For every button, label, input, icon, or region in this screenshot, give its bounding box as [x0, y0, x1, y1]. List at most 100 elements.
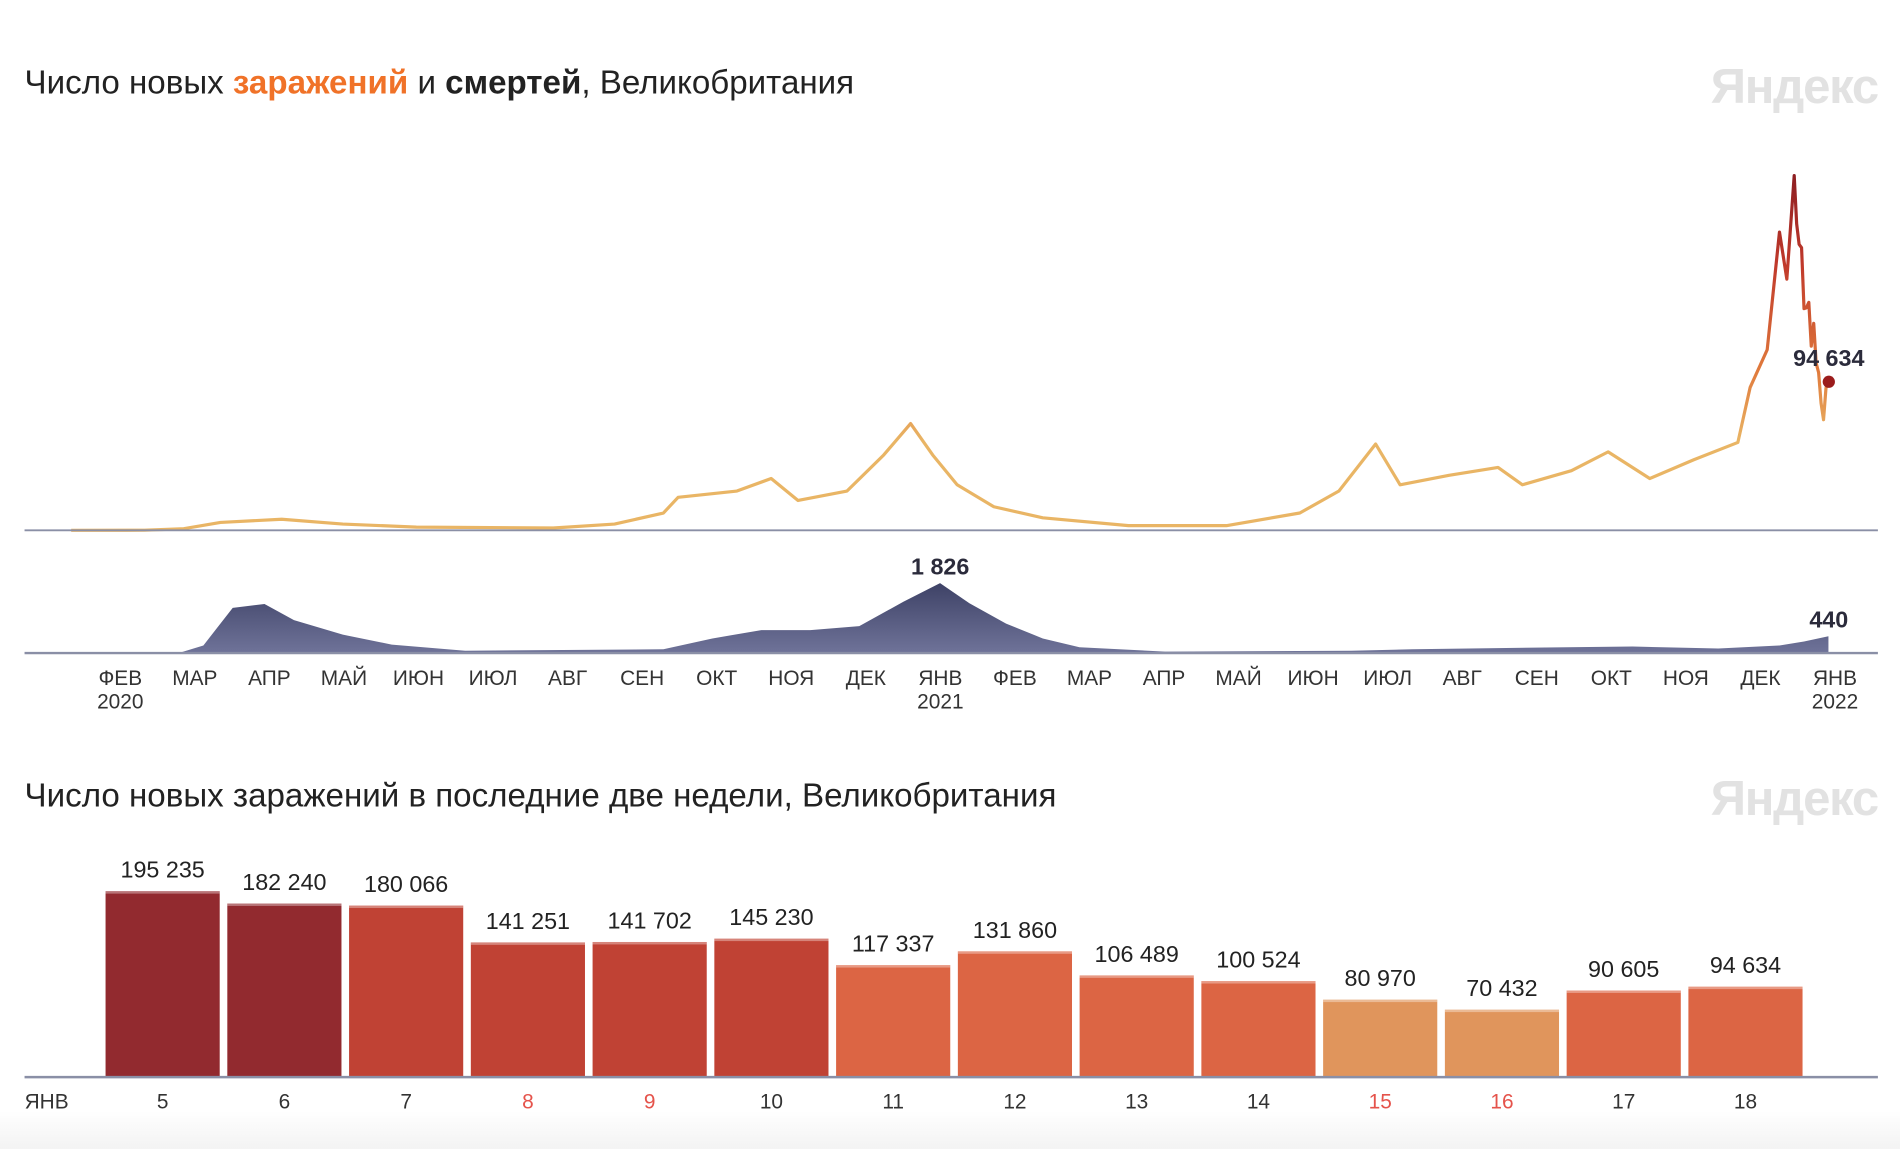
bar-highlight	[714, 938, 829, 942]
bar	[1688, 986, 1803, 1077]
x-tick-month: ДЕК	[846, 667, 887, 690]
bar-category-label: 8	[522, 1090, 534, 1113]
deaths-series	[71, 583, 1829, 654]
bar	[470, 942, 585, 1077]
bar-highlight	[1444, 1009, 1560, 1013]
deaths-peak-label: 1 826	[911, 554, 969, 580]
bar-value-label: 145 230	[729, 904, 813, 930]
title-prefix: Число новых	[25, 64, 233, 101]
x-tick-month: ЯНВ	[1813, 667, 1857, 690]
bar-highlight	[957, 951, 1073, 954]
x-tick-month: АПР	[248, 667, 291, 690]
x-tick-year: 2020	[97, 690, 143, 713]
bar	[1323, 999, 1438, 1077]
cases-last-point	[1822, 375, 1835, 388]
deaths-last-label: 440	[1809, 606, 1848, 632]
cases-series	[71, 174, 1830, 532]
bar-category-label: 7	[400, 1090, 412, 1113]
x-tick-month: АВГ	[548, 667, 587, 690]
bar	[227, 903, 342, 1077]
x-tick-month: ИЮН	[393, 667, 444, 690]
yandex-logo-2: Яндекс	[1711, 772, 1878, 826]
bar-highlight	[592, 941, 707, 945]
x-tick-year: 2022	[1812, 690, 1858, 713]
bar-highlight	[227, 903, 342, 906]
bar-category-label: 17	[1612, 1090, 1635, 1113]
bar-highlight	[1566, 990, 1681, 993]
bar-highlight	[1201, 981, 1316, 984]
bar-value-label: 182 240	[242, 869, 326, 895]
bar-highlight	[1688, 986, 1803, 990]
bar	[836, 965, 951, 1077]
bar	[714, 938, 829, 1077]
x-tick-year: 2021	[917, 690, 963, 713]
bar-value-label: 90 605	[1588, 956, 1659, 982]
chart-title: Число новых заражений и смертей, Великоб…	[25, 64, 855, 101]
bar-value-label: 195 235	[120, 857, 204, 883]
bar-series: 195 235 5 182 240 6 180 066 7 141 251 8 141 702 9…	[105, 857, 1803, 1113]
x-tick-month: АВГ	[1443, 667, 1482, 690]
bar-highlight	[1323, 999, 1438, 1003]
title-deaths: смертей	[445, 64, 581, 101]
x-tick-month: СЕН	[620, 667, 664, 690]
x-tick-month: ДЕК	[1740, 667, 1781, 690]
bar-value-label: 100 524	[1216, 947, 1300, 973]
bar-value-label: 141 702	[608, 907, 692, 933]
x-tick-month: НОЯ	[768, 667, 814, 690]
bar-category-label: 14	[1247, 1090, 1270, 1113]
bar-value-label: 70 432	[1466, 975, 1537, 1001]
bar	[349, 905, 464, 1077]
x-tick-month: АПР	[1143, 667, 1186, 690]
bar-highlight	[836, 965, 951, 968]
x-tick-month: МАЙ	[1215, 666, 1261, 690]
bar	[1444, 1009, 1560, 1077]
bar	[1566, 990, 1681, 1077]
x-tick-month: ЯНВ	[918, 667, 962, 690]
x-tick-month: СЕН	[1515, 667, 1559, 690]
title-suffix: , Великобритания	[581, 64, 854, 101]
bar-highlight	[1079, 975, 1194, 978]
bar-category-label: 9	[644, 1090, 656, 1113]
bar-highlight	[349, 905, 464, 909]
x-tick-month: ФЕВ	[993, 667, 1037, 690]
deaths-area	[71, 583, 1829, 654]
bar-value-label: 141 251	[486, 908, 570, 934]
bar	[1201, 981, 1316, 1077]
bar-category-label: 11	[882, 1090, 904, 1113]
bar-category-label: 13	[1125, 1090, 1148, 1113]
bar-highlight	[470, 942, 585, 945]
bar-month-label: ЯНВ	[25, 1090, 69, 1113]
bar	[957, 951, 1073, 1077]
x-tick-month: НОЯ	[1663, 667, 1709, 690]
bar-chart-title: Число новых заражений в последние две не…	[25, 777, 1057, 814]
x-tick-month: ИЮЛ	[469, 667, 518, 690]
bar	[1079, 975, 1194, 1077]
bar	[105, 891, 220, 1077]
bar-highlight	[105, 891, 220, 894]
x-tick-month: ОКТ	[1591, 667, 1632, 690]
x-tick-month: ИЮЛ	[1363, 667, 1412, 690]
bar-category-label: 10	[760, 1090, 783, 1113]
bar-value-label: 180 066	[364, 871, 448, 897]
x-tick-month: ИЮН	[1288, 667, 1339, 690]
bar-value-label: 94 634	[1710, 952, 1781, 978]
bar-category-label: 6	[279, 1090, 291, 1113]
bar-value-label: 117 337	[852, 931, 935, 957]
bar-category-label: 5	[157, 1090, 169, 1113]
yandex-logo: Яндекс	[1711, 60, 1878, 114]
bar-value-label: 131 860	[973, 917, 1057, 943]
bar-category-label: 15	[1369, 1090, 1392, 1113]
bar-value-label: 106 489	[1095, 941, 1179, 967]
title-cases: заражений	[233, 64, 408, 101]
cases-line	[71, 174, 1830, 532]
bottom-fade	[0, 1110, 1900, 1149]
x-tick-month: ОКТ	[696, 667, 737, 690]
x-tick-month: ФЕВ	[98, 667, 142, 690]
x-tick-month: МАР	[172, 667, 217, 690]
cases-last-label: 94 634	[1793, 345, 1864, 371]
title-and: и	[408, 64, 445, 101]
bar-category-label: 18	[1734, 1090, 1757, 1113]
bar-value-label: 80 970	[1345, 965, 1416, 991]
